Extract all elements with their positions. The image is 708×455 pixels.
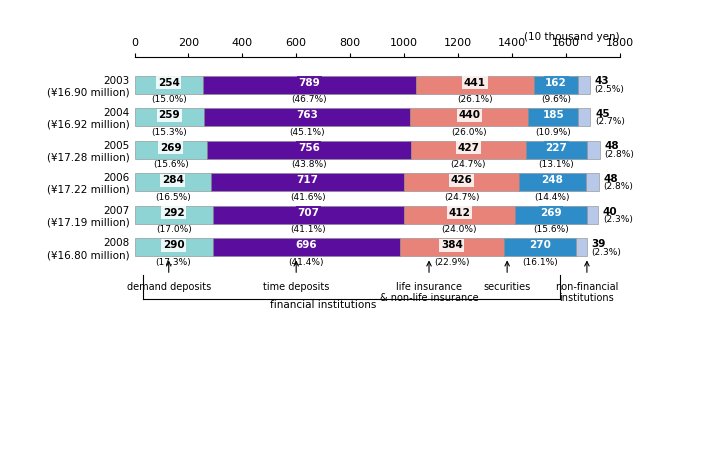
Text: 40: 40 (603, 207, 617, 217)
Text: 441: 441 (464, 78, 486, 88)
Bar (519, 173, 586, 191)
Text: non-financial
institutions: non-financial institutions (555, 282, 619, 303)
Bar (404, 206, 515, 224)
Text: 39: 39 (592, 239, 606, 249)
Text: (14.4%): (14.4%) (535, 193, 570, 202)
Text: 259: 259 (159, 110, 181, 120)
Text: (41.4%): (41.4%) (289, 258, 324, 267)
Bar (578, 76, 590, 94)
Text: 717: 717 (297, 175, 319, 185)
Bar (400, 238, 503, 257)
Text: (15.6%): (15.6%) (533, 226, 569, 234)
Bar (135, 76, 203, 94)
Text: 412: 412 (448, 208, 470, 218)
Text: 45: 45 (595, 109, 610, 119)
Bar (535, 76, 578, 94)
Text: (16.1%): (16.1%) (522, 258, 558, 267)
Text: 440: 440 (458, 110, 480, 120)
Bar (416, 76, 535, 94)
Text: (2.8%): (2.8%) (605, 150, 634, 159)
Text: (26.1%): (26.1%) (457, 95, 493, 104)
Bar (528, 108, 578, 126)
Text: (15.3%): (15.3%) (152, 128, 188, 137)
Text: (2.7%): (2.7%) (595, 117, 625, 126)
Text: 185: 185 (542, 110, 564, 120)
Bar (135, 238, 212, 257)
Text: 284: 284 (162, 175, 183, 185)
Text: 43: 43 (595, 76, 609, 86)
Text: 162: 162 (545, 78, 567, 88)
Bar (526, 141, 587, 159)
Text: (2.5%): (2.5%) (595, 85, 624, 94)
Text: (26.0%): (26.0%) (451, 128, 487, 137)
Text: (15.0%): (15.0%) (151, 95, 187, 104)
Text: 426: 426 (451, 175, 472, 185)
Text: 48: 48 (605, 142, 620, 152)
Text: 384: 384 (441, 241, 463, 251)
Text: 269: 269 (540, 208, 561, 218)
Bar (587, 141, 600, 159)
Text: (2.8%): (2.8%) (604, 182, 634, 192)
Bar (404, 173, 519, 191)
Text: 707: 707 (297, 208, 319, 218)
Bar (135, 108, 205, 126)
Text: (17.0%): (17.0%) (156, 226, 192, 234)
Text: (13.1%): (13.1%) (539, 160, 574, 169)
Text: 427: 427 (457, 143, 479, 153)
Text: (2.3%): (2.3%) (592, 248, 622, 257)
Text: 48: 48 (604, 174, 618, 184)
Bar (135, 141, 207, 159)
Text: demand deposits: demand deposits (127, 282, 211, 292)
Bar (212, 238, 400, 257)
Text: (46.7%): (46.7%) (292, 95, 327, 104)
Text: 254: 254 (158, 78, 180, 88)
Bar (586, 173, 599, 191)
Text: 292: 292 (163, 208, 185, 218)
Text: 763: 763 (296, 110, 318, 120)
Text: (16.5%): (16.5%) (155, 193, 190, 202)
Text: (45.1%): (45.1%) (290, 128, 325, 137)
Text: (24.7%): (24.7%) (450, 160, 486, 169)
Text: (15.6%): (15.6%) (153, 160, 188, 169)
Text: 270: 270 (529, 241, 551, 251)
Text: 290: 290 (163, 241, 184, 251)
Text: (43.8%): (43.8%) (291, 160, 326, 169)
Bar (211, 173, 404, 191)
Text: (2.3%): (2.3%) (603, 215, 633, 224)
Bar (578, 108, 590, 126)
Bar (576, 238, 587, 257)
Text: time deposits: time deposits (263, 282, 329, 292)
Text: 756: 756 (298, 143, 320, 153)
Text: financial institutions: financial institutions (270, 300, 377, 310)
Text: 269: 269 (160, 143, 181, 153)
Text: 696: 696 (296, 241, 317, 251)
Bar (213, 206, 404, 224)
Text: 227: 227 (545, 143, 567, 153)
Text: (24.7%): (24.7%) (444, 193, 479, 202)
Text: (41.1%): (41.1%) (290, 226, 326, 234)
Text: (41.6%): (41.6%) (290, 193, 326, 202)
Text: 789: 789 (298, 78, 320, 88)
Text: (10 thousand yen): (10 thousand yen) (524, 32, 620, 42)
Bar (411, 141, 526, 159)
Bar (135, 173, 211, 191)
Bar (207, 141, 411, 159)
Text: (9.6%): (9.6%) (541, 95, 571, 104)
Bar (515, 206, 587, 224)
Bar (587, 206, 598, 224)
Text: (22.9%): (22.9%) (434, 258, 469, 267)
Bar (203, 76, 416, 94)
Text: securities: securities (484, 282, 531, 292)
Text: (10.9%): (10.9%) (535, 128, 571, 137)
Text: (17.3%): (17.3%) (156, 258, 191, 267)
Bar (135, 206, 213, 224)
Bar (410, 108, 528, 126)
Text: life insurance
& non-life insurance: life insurance & non-life insurance (379, 282, 479, 303)
Bar (503, 238, 576, 257)
Text: 248: 248 (542, 175, 564, 185)
Text: (24.0%): (24.0%) (441, 226, 477, 234)
Bar (205, 108, 410, 126)
